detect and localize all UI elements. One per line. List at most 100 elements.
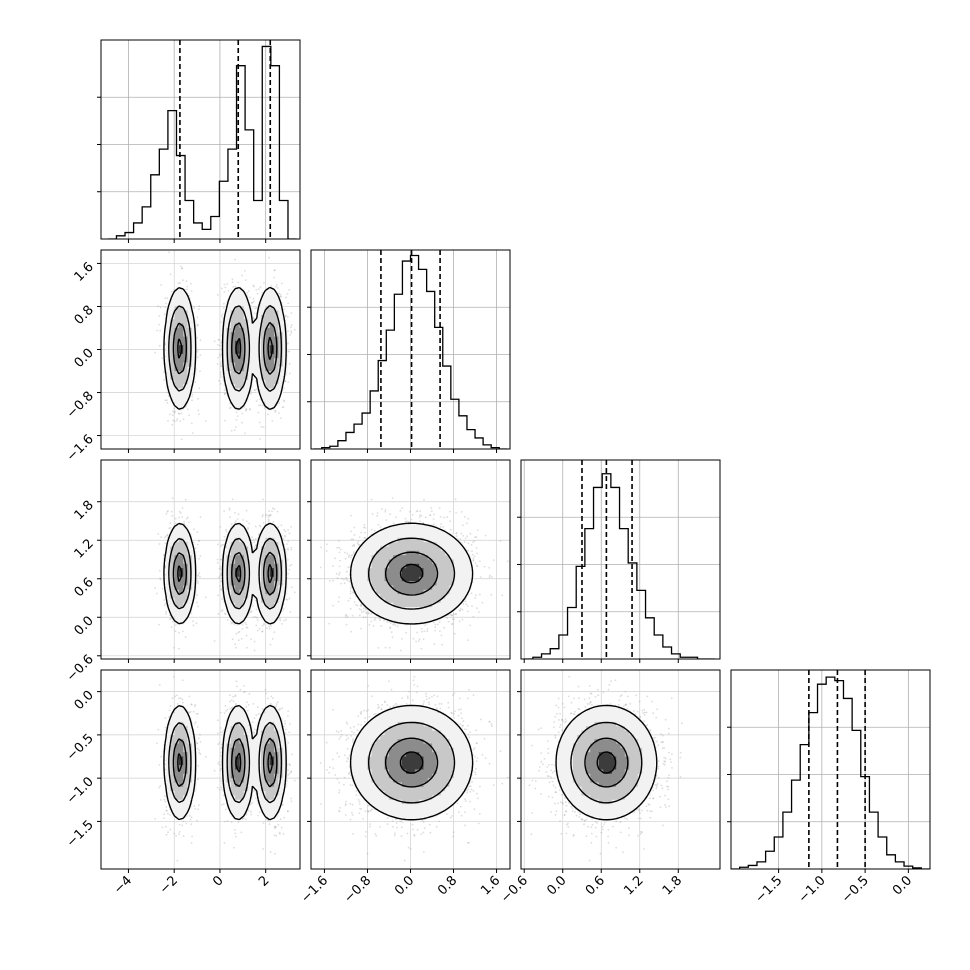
density-cell [278,388,284,394]
sample-point [252,616,255,619]
sample-point [165,535,167,537]
sample-point [290,563,293,566]
density-cell [269,332,275,337]
sample-point [243,270,246,272]
sample-point [230,522,233,525]
sample-point [166,297,169,300]
sample-point [169,526,172,529]
density-cell [274,301,279,307]
density-cell [230,297,236,303]
sample-point [190,282,192,285]
sample-point [197,356,199,359]
sample-point [258,288,260,290]
density-cell [183,388,188,394]
sample-point [217,543,219,546]
density-cell [252,340,258,346]
sample-point [197,349,199,351]
sample-point [198,305,201,308]
sample-point [165,302,167,305]
density-cell [191,340,197,346]
density-cell [261,392,266,398]
sample-point [283,387,285,389]
sample-point [219,585,221,588]
sample-point [192,620,194,623]
density-cell [252,323,258,329]
sample-point [290,331,293,334]
sample-point [158,344,161,347]
sample-point [271,510,273,513]
sample-point [170,510,173,513]
density-cell [226,314,232,320]
sample-point [183,520,185,523]
sample-point [198,413,200,416]
density-cell [174,288,180,294]
sample-point [160,284,162,286]
sample-point [219,565,222,568]
density-cell [178,297,184,303]
sample-point [273,269,276,272]
density-cell [174,379,180,385]
sample-point [282,399,285,402]
density-cell [230,388,236,394]
density-cell [235,332,240,337]
sample-point [255,400,258,403]
density-cell [170,327,175,333]
density-cell [187,371,193,376]
density-cell [269,310,275,316]
density-cell [174,401,180,407]
sample-point [219,365,222,368]
density-cell [230,310,236,316]
sample-point [166,402,169,404]
density-cell [252,345,258,350]
density-cell [174,293,180,298]
density-cell [174,340,180,346]
sample-point [169,618,172,621]
sample-point [253,640,256,643]
density-cell [165,353,171,359]
sample-point [171,514,174,517]
y-tick-label: 1.6 [72,260,97,285]
sample-point [235,632,238,635]
density-cell [235,319,240,324]
density-cell [170,384,175,389]
density-cell [243,358,249,363]
density-cell [256,375,262,381]
density-cell [243,362,249,368]
density-cell [178,362,184,368]
sample-point [254,546,256,549]
sample-point [163,379,165,381]
density-cell [230,340,236,346]
density-cell [274,319,279,324]
sample-point [235,426,237,428]
density-cell [226,306,232,311]
density-cell [187,306,193,311]
density-cell [165,314,171,320]
density-cell [265,392,271,398]
density-cell [274,362,279,368]
sample-point [268,510,270,512]
sample-point [267,514,270,517]
density-cell [278,384,284,389]
sample-point [218,575,221,578]
sample-point [266,627,268,629]
density-cell [269,336,275,342]
sample-point [287,547,289,550]
density-cell [239,397,245,402]
density-cell [235,293,240,298]
density-cell [243,323,249,329]
density-cell [256,327,262,333]
sample-point [250,539,253,541]
sample-point [183,522,185,525]
density-cell [170,366,175,372]
sample-point [280,295,283,298]
density-cell [269,366,275,372]
sample-point [190,290,193,292]
sample-point [219,355,222,358]
density-cell [239,340,245,346]
sample-point [219,558,222,561]
sample-point [165,613,167,615]
density-cell [239,353,245,359]
sample-point [216,363,219,365]
density-cell [165,323,171,329]
density-cell [239,392,245,398]
